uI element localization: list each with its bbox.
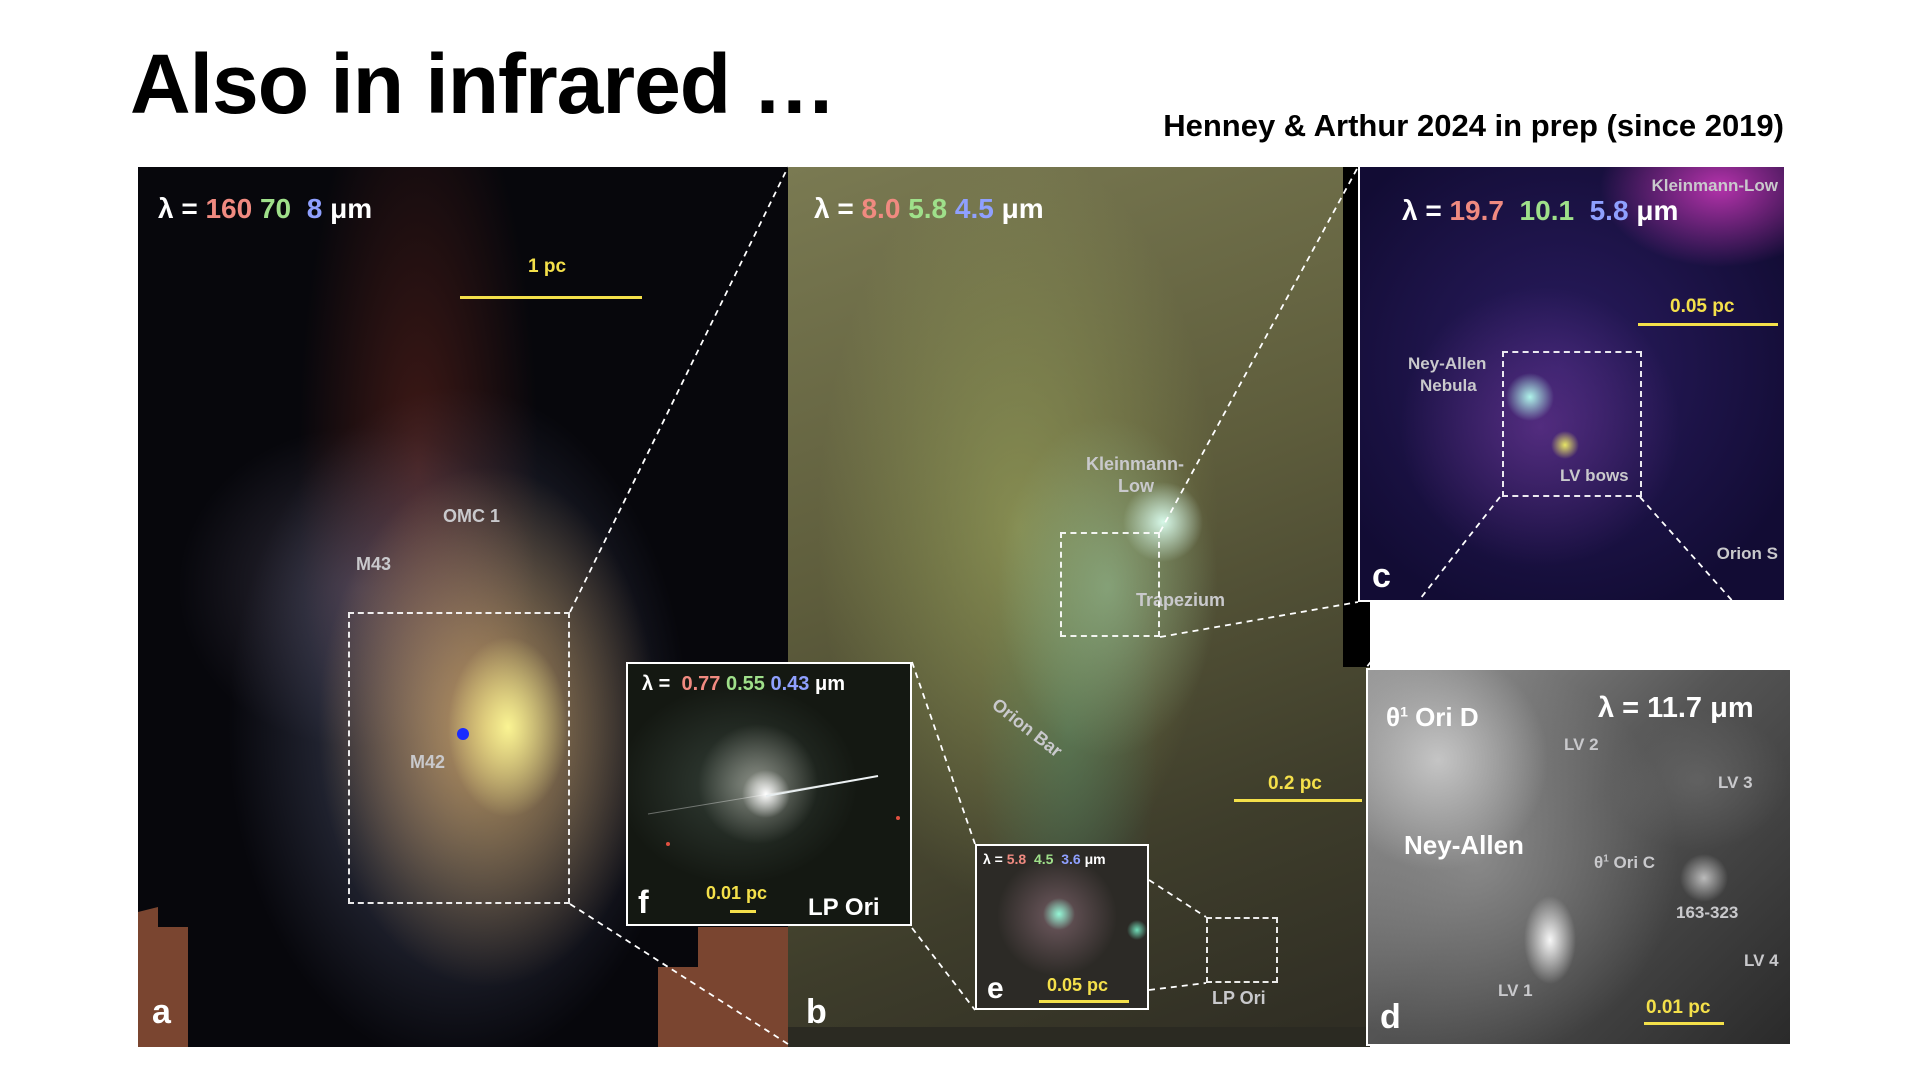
label-ney-allen-c1: Ney-Allen — [1408, 354, 1487, 373]
label-lv-bows: LV bows — [1560, 466, 1629, 485]
label-m43: M43 — [356, 554, 392, 574]
panel-c-zoom-box — [1502, 351, 1642, 497]
label-lv3: LV 3 — [1718, 773, 1753, 792]
panel-a-scale-bar — [460, 296, 642, 299]
label-ney-allen-d: Ney-Allen — [1404, 830, 1524, 860]
panel-c-letter: c — [1372, 557, 1391, 595]
panel-e-scale-bar — [1039, 1000, 1129, 1003]
panel-f-scale-label: 0.01 pc — [706, 883, 768, 903]
panel-b-zoom-box-lp-ori — [1206, 917, 1278, 983]
panel-d-letter: d — [1380, 998, 1401, 1036]
label-orion-s: Orion S — [1716, 544, 1778, 563]
label-163-323: 163-323 — [1676, 903, 1739, 922]
panel-e-image — [977, 846, 1147, 1008]
label-theta1-ori-c: θ1 Ori C — [1594, 853, 1656, 872]
panel-f: λ = 0.77 0.55 0.43 μm 0.01 pc LP Ori f — [626, 662, 912, 926]
panel-a-wavelengths: λ = 160 70 8 μm — [158, 193, 373, 224]
label-ney-allen-c2: Nebula — [1420, 376, 1477, 395]
panel-c-wavelengths: λ = 19.7 10.1 5.8 μm — [1402, 195, 1679, 226]
panel-f-image — [628, 664, 910, 924]
panel-e: λ = 5.8 4.5 3.6 μm 0.05 pc e — [975, 844, 1149, 1010]
panel-d-scale-label: 0.01 pc — [1646, 997, 1711, 1018]
label-lp-ori-b: LP Ori — [1212, 988, 1266, 1008]
label-theta1-ori-d: θ1 Ori D — [1386, 702, 1479, 732]
panel-c-scale-bar — [1638, 323, 1778, 326]
panel-e-scale-label: 0.05 pc — [1047, 975, 1109, 995]
slide-title: Also in infrared … — [130, 37, 836, 131]
panel-c: Kleinmann-Low λ = 19.7 10.1 5.8 μm 0.05 … — [1358, 165, 1786, 602]
label-lv2: LV 2 — [1564, 735, 1599, 754]
panel-d: θ1 Ori D λ = 11.7 μm LV 2 LV 3 Ney-Allen… — [1366, 668, 1792, 1046]
panel-e-wavelengths: λ = 5.8 4.5 3.6 μm — [983, 851, 1106, 867]
panel-c-scale-label: 0.05 pc — [1670, 296, 1735, 317]
label-kleinmann-low-2: Low — [1118, 476, 1154, 496]
panel-b-scale-bar — [1234, 799, 1362, 802]
panel-f-letter: f — [638, 884, 649, 920]
panel-d-image — [1368, 670, 1790, 1044]
panel-f-spike — [647, 775, 900, 846]
panel-a-letter: a — [152, 993, 171, 1031]
label-m42: M42 — [410, 752, 446, 772]
panel-f-wavelengths: λ = 0.77 0.55 0.43 μm — [642, 673, 846, 695]
label-lv4: LV 4 — [1744, 951, 1779, 970]
panel-d-wavelength: λ = 11.7 μm — [1598, 692, 1754, 724]
panel-a-scale-label: 1 pc — [528, 256, 567, 277]
panel-a-zoom-box — [348, 612, 570, 904]
panel-b-scale-label: 0.2 pc — [1268, 773, 1322, 794]
panel-b-letter: b — [806, 993, 827, 1031]
panel-f-scale-bar — [730, 910, 756, 913]
panel-d-scale-bar — [1644, 1022, 1724, 1025]
panel-b-wavelengths: λ = 8.0 5.8 4.5 μm — [814, 193, 1044, 224]
label-kleinmann-low-c: Kleinmann-Low — [1651, 176, 1778, 195]
citation: Henney & Arthur 2024 in prep (since 2019… — [1163, 108, 1784, 143]
panel-b-zoom-box-trapezium — [1060, 532, 1160, 637]
label-lv1: LV 1 — [1498, 981, 1533, 1000]
label-kleinmann-low-1: Kleinmann- — [1086, 454, 1185, 474]
label-omc1: OMC 1 — [443, 506, 501, 526]
label-lp-ori-f: LP Ori — [808, 894, 880, 921]
panel-e-letter: e — [987, 972, 1004, 1005]
